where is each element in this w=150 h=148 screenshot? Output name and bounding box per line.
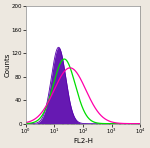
Y-axis label: Counts: Counts: [4, 53, 10, 77]
X-axis label: FL2-H: FL2-H: [73, 138, 93, 144]
